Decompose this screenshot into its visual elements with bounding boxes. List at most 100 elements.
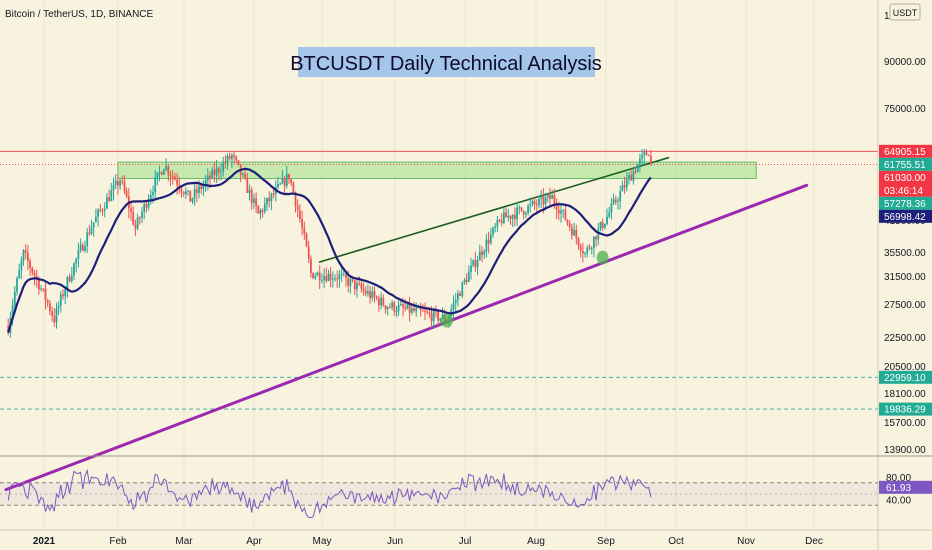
- candle-body: [426, 311, 429, 313]
- candle-body: [154, 177, 157, 193]
- candle-body: [498, 219, 501, 221]
- price-badges: 64905.15 61755.51 61030.00 03:46:14 57278.36…: [879, 144, 932, 416]
- candle-body: [546, 194, 549, 198]
- candle-body: [568, 223, 571, 228]
- candle-body: [193, 189, 196, 198]
- candle-body: [382, 297, 385, 306]
- candle-body: [415, 308, 418, 312]
- candle-body: [612, 199, 615, 204]
- candle-body: [18, 269, 21, 279]
- candle-body: [263, 204, 266, 212]
- candle-body: [628, 175, 630, 180]
- candle-body: [614, 199, 617, 202]
- candle-body: [169, 174, 172, 176]
- candle-body: [544, 197, 547, 205]
- candle-body: [191, 198, 194, 202]
- candle-body: [143, 203, 146, 212]
- price-axis-tick-label: 27500.00: [884, 300, 926, 311]
- candle-body: [40, 288, 42, 290]
- candle-body: [305, 233, 308, 247]
- price-badge-box: [879, 209, 932, 223]
- candle-body: [180, 188, 183, 192]
- candle-body: [579, 245, 582, 251]
- candle-body: [641, 154, 643, 159]
- candle-body: [294, 192, 297, 207]
- candle-body: [226, 155, 229, 163]
- symbol-title[interactable]: Bitcoin / TetherUS, 1D, BINANCE: [5, 9, 154, 20]
- candle-body: [285, 173, 288, 186]
- candle-body: [369, 291, 371, 299]
- time-axis-tick-label: May: [313, 536, 332, 547]
- candle-body: [404, 307, 407, 309]
- candle-body: [639, 158, 641, 165]
- candle-body: [318, 272, 321, 281]
- time-axis-tick-label: Jul: [459, 536, 472, 547]
- title-banner-text: BTCUSDT Daily Technical Analysis: [290, 53, 602, 75]
- candle-body: [496, 219, 499, 227]
- candle-body: [160, 172, 163, 175]
- price-axis-tick-label: 20500.00: [884, 362, 926, 373]
- candle-body: [535, 204, 538, 206]
- candle-body: [123, 181, 126, 191]
- candle-body: [634, 171, 637, 173]
- candle-body: [307, 246, 310, 259]
- candle-body: [432, 310, 435, 322]
- candle-body: [290, 179, 293, 184]
- price-badge-label: 64905.15: [884, 147, 926, 158]
- price-badge-box: [879, 402, 932, 416]
- time-axis-tick-label: Feb: [109, 536, 127, 547]
- candle-body: [106, 197, 108, 209]
- candle-body: [228, 155, 231, 159]
- candle-body: [360, 283, 363, 289]
- candle-body: [645, 152, 648, 156]
- candle-body: [393, 302, 396, 312]
- candle-body: [73, 263, 75, 276]
- candle-body: [599, 222, 602, 229]
- candle-body: [516, 207, 518, 220]
- candle-body: [49, 303, 51, 312]
- candle-body: [310, 258, 312, 273]
- candle-body: [397, 305, 400, 312]
- candle-body: [327, 273, 330, 281]
- candle-body: [202, 184, 205, 189]
- price-axis-tick-label: 35500.00: [884, 248, 926, 259]
- candle-body: [301, 219, 303, 228]
- candle-body: [461, 282, 464, 297]
- candle-body: [235, 156, 238, 161]
- candle-body: [13, 291, 16, 306]
- price-badge-box: [879, 170, 932, 197]
- candle-body: [349, 279, 352, 286]
- candle-body: [38, 278, 40, 290]
- candle-body: [454, 300, 457, 303]
- candle-body: [452, 302, 455, 310]
- candle-body: [182, 191, 185, 195]
- candle-body: [636, 164, 639, 173]
- rsi-pane: 80.00 40.00 61.93: [0, 468, 932, 518]
- time-axis[interactable]: 2021 Feb Mar Apr May Jun Jul Aug Sep Oct Nov Dec: [33, 536, 823, 547]
- candle-body: [99, 209, 102, 211]
- price-axis-tick-label: 13900.00: [884, 445, 926, 456]
- rising-support-trendline: [4, 183, 809, 492]
- candle-body: [29, 261, 31, 268]
- candle-body: [353, 280, 356, 290]
- currency-badge-label: USDT: [893, 8, 918, 18]
- candle-body: [476, 260, 479, 268]
- pivot-marker: [596, 250, 609, 265]
- candle-body: [259, 210, 262, 214]
- currency-badge[interactable]: USDT: [889, 3, 921, 21]
- candle-body: [424, 311, 426, 313]
- rising-resistance-trendline: [318, 156, 670, 263]
- price-badge-label: 56998.42: [884, 212, 926, 223]
- candle-body: [292, 183, 295, 193]
- candle-body: [603, 223, 606, 228]
- candle-body: [136, 217, 139, 229]
- candle-body: [46, 300, 49, 304]
- candle-body: [64, 289, 67, 297]
- candle-body: [384, 305, 387, 310]
- candle-body: [244, 173, 246, 178]
- candle-body: [103, 208, 106, 211]
- time-axis-tick-label: Oct: [668, 536, 684, 547]
- rsi-current-badge-label: 61.93: [886, 483, 911, 494]
